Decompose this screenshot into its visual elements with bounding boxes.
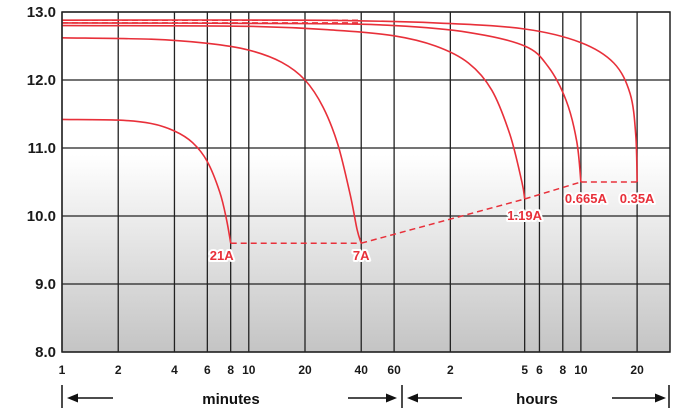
x-tick-label: 2 — [115, 363, 122, 377]
x-tick-label: 5 — [521, 363, 528, 377]
minutes-arrowhead-left — [67, 393, 78, 403]
curve-label-halo: 0.35A — [620, 191, 655, 206]
vertical-gridlines — [61, 12, 638, 352]
x-tick-label: 60 — [387, 363, 401, 377]
series-line — [62, 24, 526, 200]
curve-label: 0.35A — [620, 191, 655, 206]
x-tick-label: 40 — [355, 363, 369, 377]
dashed-line — [361, 198, 525, 244]
hours-label: hours — [516, 391, 558, 408]
x-tick-label: 20 — [630, 363, 644, 377]
scale-arrowheads — [67, 393, 666, 403]
y-tick-label: 11.0 — [28, 140, 56, 157]
y-tick-label: 8.0 — [35, 344, 56, 361]
minutes-label: minutes — [202, 391, 260, 408]
x-tick-label: 8 — [227, 363, 234, 377]
curve-label: 0.665A — [565, 191, 608, 206]
x-tick-label: 10 — [574, 363, 588, 377]
series-layer — [62, 19, 638, 244]
minutes-arrowhead-right — [386, 393, 397, 403]
x-tick-label: 20 — [298, 363, 312, 377]
x-axis-ticks: 1 2 4 6 8 10 20 40 60 2 5 6 8 10 20 — [59, 363, 644, 377]
time-scale-annotation — [61, 385, 670, 408]
curve-label-halo: 0.665A — [565, 191, 608, 206]
curve-label: 21A — [210, 248, 234, 263]
series-line — [62, 37, 362, 244]
curve-label-halo: 21A — [210, 248, 234, 263]
plot-area — [62, 12, 670, 352]
hours-arrowhead-right — [655, 393, 666, 403]
x-tick-label: 6 — [536, 363, 543, 377]
curve-label-halo: 1.19A — [507, 208, 542, 223]
x-tick-label: 1 — [59, 363, 66, 377]
x-tick-label: 6 — [204, 363, 211, 377]
y-tick-label: 9.0 — [35, 276, 56, 293]
curve-label: 1.19A — [507, 208, 542, 223]
x-tick-label: 8 — [559, 363, 566, 377]
plot-frame — [61, 11, 671, 353]
y-tick-label: 10.0 — [27, 208, 56, 225]
x-tick-label: 2 — [447, 363, 454, 377]
curve-label-halo: 7A — [353, 248, 370, 263]
hours-arrowhead-left — [407, 393, 418, 403]
y-axis-ticks: 8.0 9.0 10.0 11.0 12.0 13.0 — [27, 4, 56, 361]
series-line — [62, 118, 232, 244]
y-tick-label: 13.0 — [27, 4, 56, 21]
curve-label: 7A — [353, 248, 370, 263]
x-tick-label: 4 — [171, 363, 178, 377]
y-tick-label: 12.0 — [27, 72, 56, 89]
x-tick-label: 10 — [242, 363, 256, 377]
